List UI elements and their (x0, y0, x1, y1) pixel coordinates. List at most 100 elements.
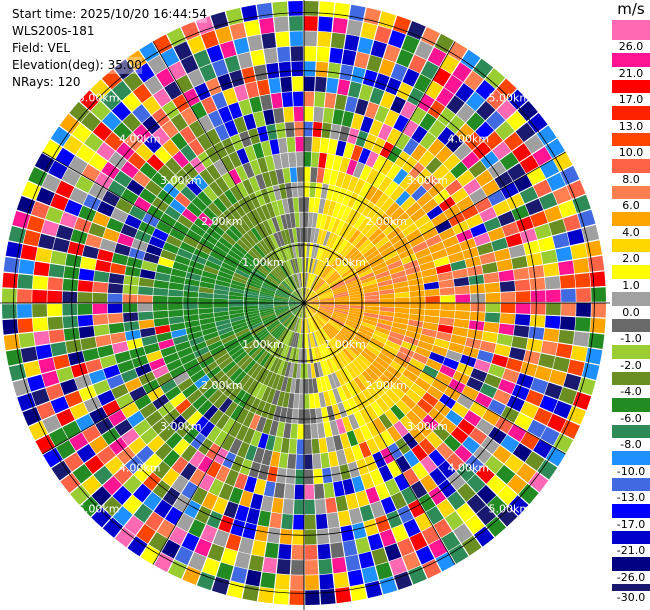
gate-cell (328, 527, 342, 544)
gate-cell (214, 124, 230, 142)
gate-cell (391, 524, 409, 543)
gate-cell (364, 185, 378, 201)
gate-cell (189, 468, 206, 487)
gate-cell (187, 266, 203, 276)
gate-cell (283, 279, 295, 292)
gate-cell (307, 227, 312, 243)
gate-cell (244, 312, 260, 319)
gate-cell (259, 333, 272, 346)
gate-cell (296, 257, 301, 273)
gate-cell (285, 260, 293, 275)
gate-cell (218, 515, 234, 533)
gate-cell (250, 430, 262, 447)
gate-cell (206, 164, 221, 181)
gate-cell (280, 76, 293, 93)
gate-cell (263, 354, 274, 369)
gate-cell (273, 405, 282, 422)
gate-cell (469, 187, 487, 204)
gate-cell (168, 303, 183, 311)
gate-cell (107, 180, 126, 197)
gate-cell (228, 385, 242, 401)
gate-cell (365, 224, 379, 239)
gate-cell (218, 378, 233, 393)
gate-cell (419, 131, 437, 150)
gate-cell (373, 434, 388, 451)
gate-cell (266, 235, 277, 251)
gate-cell (194, 217, 210, 232)
gate-cell (250, 227, 263, 242)
gate-cell (264, 278, 279, 288)
gate-cell (315, 407, 323, 424)
gate-cell (327, 374, 337, 390)
gate-cell (418, 493, 436, 512)
gate-cell (494, 343, 511, 357)
gate-cell (408, 319, 424, 328)
gate-cell (262, 220, 273, 236)
gate-cell (360, 275, 376, 284)
gate-cell (228, 295, 244, 300)
gate-cell (123, 71, 143, 92)
gate-cell (361, 220, 375, 235)
gate-cell (335, 495, 348, 512)
gate-cell (274, 482, 285, 499)
gate-cell (375, 482, 390, 501)
gate-cell (285, 213, 292, 229)
gate-cell (552, 186, 572, 205)
gate-cell (199, 356, 215, 369)
gate-cell (539, 395, 558, 413)
gate-cell (313, 314, 325, 327)
gate-cell (202, 361, 219, 375)
gate-cell (281, 329, 291, 344)
gate-cell (290, 560, 304, 575)
gate-cell (361, 321, 376, 330)
gate-cell (380, 430, 395, 447)
gate-cell (289, 303, 304, 307)
gate-cell (294, 303, 304, 316)
gate-cell (183, 314, 200, 322)
gate-cell (386, 226, 402, 241)
gate-cell (186, 229, 202, 243)
gate-cell (442, 357, 460, 370)
gate-cell (360, 424, 373, 441)
gate-cell (173, 438, 190, 456)
gate-cell (262, 171, 273, 188)
gate-cell (173, 41, 193, 61)
gate-cell (293, 514, 304, 530)
gate-cell (27, 374, 45, 392)
range-ring-label: 2.00km (201, 215, 243, 228)
gate-cell (420, 27, 440, 47)
gate-cell (318, 437, 328, 454)
gate-cell (8, 363, 27, 382)
gate-cell (246, 508, 260, 525)
gate-cell (271, 216, 281, 232)
gate-cell (289, 303, 304, 308)
gate-cell (525, 389, 544, 407)
gate-cell (172, 334, 189, 345)
gate-cell (398, 374, 414, 389)
gate-cell (560, 165, 580, 185)
gate-cell (273, 232, 282, 248)
gate-cell (316, 261, 325, 276)
gate-cell (220, 40, 237, 59)
gate-cell (362, 388, 376, 405)
gate-cell (304, 272, 308, 288)
gate-cell (112, 506, 133, 526)
gate-cell (184, 278, 200, 287)
gate-cell (200, 524, 218, 543)
gate-cell (287, 316, 297, 330)
gate-cell (325, 497, 338, 514)
gate-cell (230, 283, 246, 291)
gate-cell (353, 376, 367, 392)
gate-cell (305, 272, 309, 288)
gate-cell (263, 109, 275, 126)
gate-cell (256, 79, 270, 96)
gate-cell (336, 333, 349, 346)
gate-cell (84, 455, 105, 475)
gate-cell (229, 185, 243, 202)
gate-cell (263, 337, 276, 350)
gate-cell (320, 246, 329, 261)
gate-cell (544, 315, 561, 329)
gate-cell (300, 303, 304, 318)
gate-cell (387, 260, 403, 270)
gate-cell (498, 269, 515, 282)
